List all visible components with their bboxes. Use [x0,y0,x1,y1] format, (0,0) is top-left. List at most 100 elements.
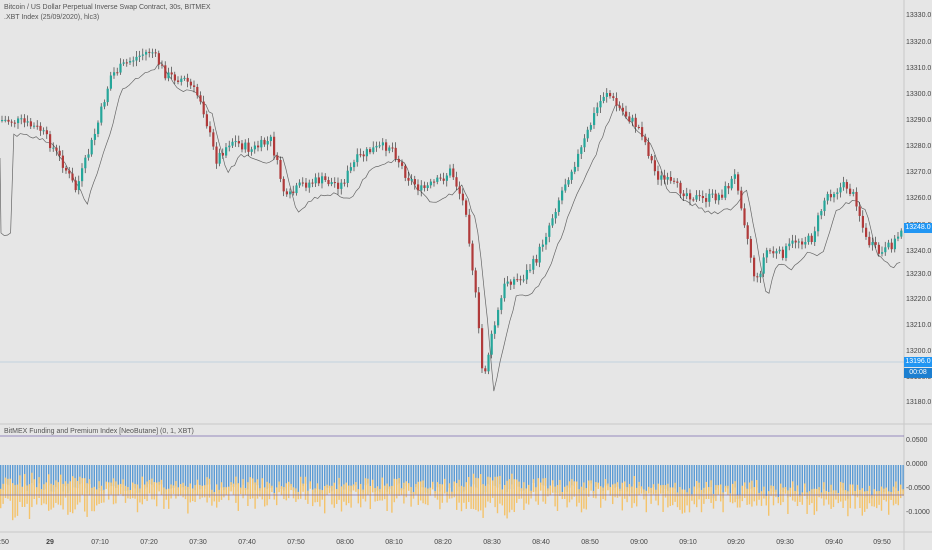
funding-bar [273,465,275,495]
funding-bar [506,465,508,493]
funding-bar [832,465,835,496]
candle [724,185,727,198]
funding-bar [674,465,676,489]
funding-bar [794,465,796,495]
premium-bar [513,479,515,513]
premium-bar [691,494,693,501]
premium-bar [103,489,105,503]
premium-bar [504,484,506,516]
funding-bar [900,465,902,489]
funding-bar [892,465,895,493]
candle [669,177,672,181]
time-axis-label: 29 [46,539,54,546]
premium-bar [439,484,441,510]
premium-bar [86,483,88,517]
candle [452,168,455,178]
funding-bar [139,465,141,493]
candle [785,246,788,258]
funding-bar [708,465,710,491]
premium-bar [499,475,501,504]
funding-bar [842,465,844,491]
premium-bar [672,487,674,506]
premium-bar [141,476,143,505]
premium-bar [883,488,885,500]
funding-bar [559,465,561,485]
funding-bar [91,465,93,495]
candle [263,139,266,145]
candle [253,145,256,150]
premium-bar [756,480,758,506]
premium-bar [302,483,304,492]
price-axis-label: 13220.0 [906,296,932,303]
funding-bar [532,465,535,484]
funding-bar [801,465,803,497]
candle [298,182,301,186]
funding-bar [309,465,311,484]
funding-bar [494,465,496,486]
funding-bar [580,465,583,495]
candle [673,180,676,182]
funding-bar [614,465,616,488]
funding-bar [504,465,506,495]
funding-bar [588,465,590,486]
funding-bar [600,465,602,493]
funding-bar [777,465,779,499]
candle [545,236,548,245]
funding-bar [28,465,31,495]
premium-bar [758,492,760,500]
funding-bar [182,465,184,488]
funding-bar [621,465,623,492]
funding-bar [158,465,160,485]
funding-bar [768,465,770,499]
premium-bar [652,484,655,495]
candle [36,125,39,127]
funding-bar [417,465,419,489]
candle [554,211,557,219]
candle [170,72,173,75]
candle [833,193,836,198]
funding-bar [117,465,119,488]
funding-bar [470,465,472,494]
funding-bar [292,465,295,491]
marker-timer-tag: 00:08 [904,368,932,378]
funding-bar [304,465,307,484]
candle [663,175,666,180]
premium-bar [840,481,842,502]
funding-bar [825,465,827,494]
candle [634,117,637,127]
candle [311,182,314,184]
candle [353,162,356,168]
premium-bar [182,482,184,498]
candle [506,281,509,284]
candle [266,141,269,145]
funding-bar [271,465,273,488]
premium-bar [326,484,328,495]
funding-bar [362,465,364,493]
candle [301,182,304,184]
premium-bar [55,480,57,503]
funding-bar [333,465,335,491]
candle [721,194,724,198]
funding-bar [712,465,715,499]
funding-bar [410,465,412,493]
candle [119,63,122,73]
premium-bar [595,481,597,499]
candle [714,193,717,201]
premium-bar [232,483,235,495]
funding-bar [122,465,124,485]
price-axis-label: 13310.0 [906,65,932,72]
funding-bar [597,465,599,485]
premium-bar [172,485,175,495]
candle [599,100,602,108]
candle [215,146,218,164]
candle [33,125,36,127]
premium-bar [31,472,33,508]
premium-bar [864,491,866,512]
funding-bar [525,465,527,493]
funding-bar [57,465,59,489]
candle [679,182,682,194]
funding-bar [496,465,499,488]
funding-bar [225,465,227,490]
funding-bar [756,465,758,488]
